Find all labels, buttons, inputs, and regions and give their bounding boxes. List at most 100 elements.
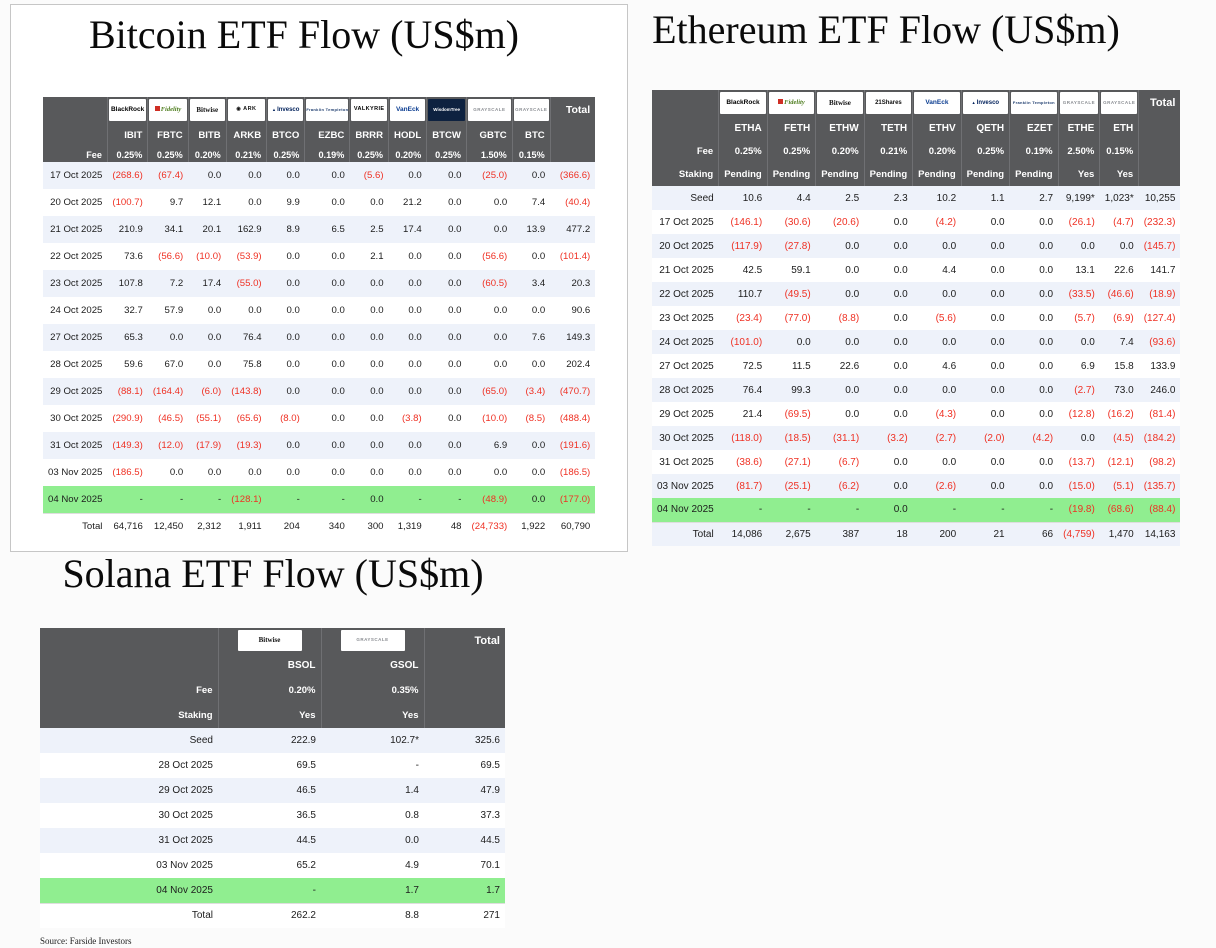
row-total: 149.3: [550, 324, 596, 351]
cell-EZBC: 0.0: [304, 405, 350, 432]
ticker-BITB: BITB: [188, 123, 227, 147]
cell-ETHA: 110.7: [718, 282, 768, 306]
fee-BITB: 0.20%: [188, 147, 227, 162]
cell-BTC: 7.4: [512, 189, 551, 216]
date-label: Seed: [40, 728, 218, 753]
fee-BTCW: 0.25%: [426, 147, 467, 162]
cell-FETH: (27.1): [767, 450, 816, 474]
cell-ARKB: (65.6): [226, 405, 267, 432]
cell-BRRR: 0.0: [349, 189, 389, 216]
blank-header-cell: [550, 147, 596, 162]
fee-ETH: 0.15%: [1099, 140, 1140, 163]
cell-HODL: 0.0: [388, 378, 427, 405]
cell-ETH: 73.0: [1099, 378, 1139, 402]
ethereum-data-row: Seed 10.6 4.4 2.5 2.3 10.2 1.1 2.7 9,199* 1,023* 1…: [652, 186, 1181, 210]
date-label: 20 Oct 2025: [652, 234, 719, 258]
cell-EZET: 2.7: [1009, 186, 1059, 210]
cell-EZET: -: [1009, 498, 1059, 522]
date-label: 03 Nov 2025: [652, 474, 719, 498]
cell-BSOL: 46.5: [218, 778, 321, 803]
cell-HODL: (3.8): [388, 405, 427, 432]
blackrock-logo-text: BlackRock: [726, 98, 760, 106]
fee-BTCO: 0.25%: [266, 147, 306, 162]
cell-ARKB: 0.0: [226, 162, 267, 189]
cell-EZET: 0.0: [1009, 282, 1059, 306]
cell-HODL: 0.0: [388, 297, 427, 324]
cell-GBTC: (56.6): [466, 243, 513, 270]
cell-ETHV: (4.3): [912, 402, 962, 426]
ethereum-data-row: 23 Oct 2025 (23.4) (77.0) (8.8) 0.0 (5.6) 0.0 0…: [652, 306, 1181, 330]
cell-BTCW: 0.0: [426, 378, 467, 405]
corner-cell: [40, 653, 219, 678]
cell-BTC: 1,922: [512, 512, 551, 540]
cell-BTC: 13.9: [512, 216, 551, 243]
date-label: 31 Oct 2025: [43, 432, 108, 459]
cell-GBTC: 0.0: [466, 216, 513, 243]
vaneck-logo: VanEck: [390, 99, 426, 121]
cell-BTCO: 0.0: [266, 297, 305, 324]
fee-row-label: Fee: [652, 140, 720, 163]
cell-GSOL: 8.8: [321, 902, 424, 928]
cell-FBTC: 9.7: [147, 189, 189, 216]
staking-GSOL: Yes: [321, 703, 425, 728]
ticker-GBTC: GBTC: [466, 123, 513, 147]
bitcoin-data-row: 17 Oct 2025 (268.6) (67.4) 0.0 0.0 0.0 0.0 (5.6…: [43, 162, 596, 189]
date-label: 30 Oct 2025: [652, 426, 719, 450]
cell-FBTC: 7.2: [147, 270, 189, 297]
cell-HODL: 1,319: [388, 512, 427, 540]
staking-FETH: Pending: [767, 163, 817, 186]
franklin-logo-cell: Franklin Templeton: [304, 97, 351, 123]
cell-BTC: 0.0: [512, 486, 551, 513]
cell-GBTC: 0.0: [466, 324, 513, 351]
cell-EZBC: 0.0: [304, 432, 350, 459]
cell-ETHA: 14,086: [718, 521, 768, 546]
cell-ETHW: (31.1): [815, 426, 865, 450]
cell-GBTC: (24,733): [466, 512, 513, 540]
cell-BTC: 0.0: [512, 243, 551, 270]
solana-fee-row: Fee 0.20% 0.35%: [40, 678, 505, 703]
valkyrie-logo-text: VALKYRIE: [353, 106, 385, 113]
fidelity-logo-cell: Fidelity: [767, 90, 817, 116]
cell-FBTC: 12,450: [147, 512, 189, 540]
date-label: 04 Nov 2025: [40, 878, 218, 903]
grayscale-logo: GRAYSCALE: [468, 99, 511, 121]
cell-BRRR: 0.0: [349, 432, 389, 459]
cell-ETH: (46.6): [1099, 282, 1139, 306]
row-total: 90.6: [550, 297, 596, 324]
cell-ARKB: (55.0): [226, 270, 267, 297]
corner-cell: [652, 116, 720, 140]
bitwise-logo-text: Bitwise: [196, 105, 219, 114]
fee-GBTC: 1.50%: [466, 147, 513, 162]
cell-BTCO: 0.0: [266, 459, 305, 486]
ethereum-data-row: 31 Oct 2025 (38.6) (27.1) (6.7) 0.0 0.0 0.0 0.0…: [652, 450, 1181, 474]
date-label: 28 Oct 2025: [43, 351, 108, 378]
bitcoin-data-row: 03 Nov 2025 (186.5) 0.0 0.0 0.0 0.0 0.0 0.0 0.0 0…: [43, 459, 596, 486]
row-total: 1.7: [424, 878, 505, 903]
ethereum-data-row: 22 Oct 2025 110.7 (49.5) 0.0 0.0 0.0 0.0 0.0 (33…: [652, 282, 1181, 306]
cell-EZET: 0.0: [1009, 306, 1059, 330]
fidelity-logo: Fidelity: [768, 92, 815, 114]
fee-ETHE: 2.50%: [1058, 140, 1101, 163]
row-total: (470.7): [550, 378, 596, 405]
blackrock-logo: BlackRock: [108, 99, 147, 121]
cell-BITB: -: [188, 486, 227, 513]
wisdomtree-logo-text: WisdomTree: [433, 106, 460, 112]
cell-ETHV: 0.0: [912, 282, 962, 306]
cell-ETH: (5.1): [1099, 474, 1139, 498]
bitcoin-ticker-row: IBIT FBTC BITB ARKB BTCO EZBC BRRR HODL BTCW GBTC…: [43, 123, 596, 147]
cell-FETH: 59.1: [767, 258, 816, 282]
total-column-header: Total: [1138, 90, 1181, 116]
bitwise-logo: Bitwise: [189, 99, 225, 121]
corner-cell: [40, 628, 219, 653]
bitwise-logo-text: Bitwise: [829, 98, 851, 107]
cell-GSOL: 1.4: [321, 778, 424, 803]
fee-FBTC: 0.25%: [147, 147, 189, 162]
cell-BRRR: 0.0: [349, 297, 389, 324]
cell-FBTC: (12.0): [147, 432, 189, 459]
fidelity-logo: Fidelity: [149, 99, 187, 121]
cell-ARKB: (128.1): [226, 486, 267, 513]
total-row-label: Total: [43, 512, 108, 540]
cell-ETHA: 21.4: [718, 402, 768, 426]
invesco-logo-text: Invesco: [972, 100, 999, 106]
fee-EZET: 0.19%: [1009, 140, 1059, 163]
